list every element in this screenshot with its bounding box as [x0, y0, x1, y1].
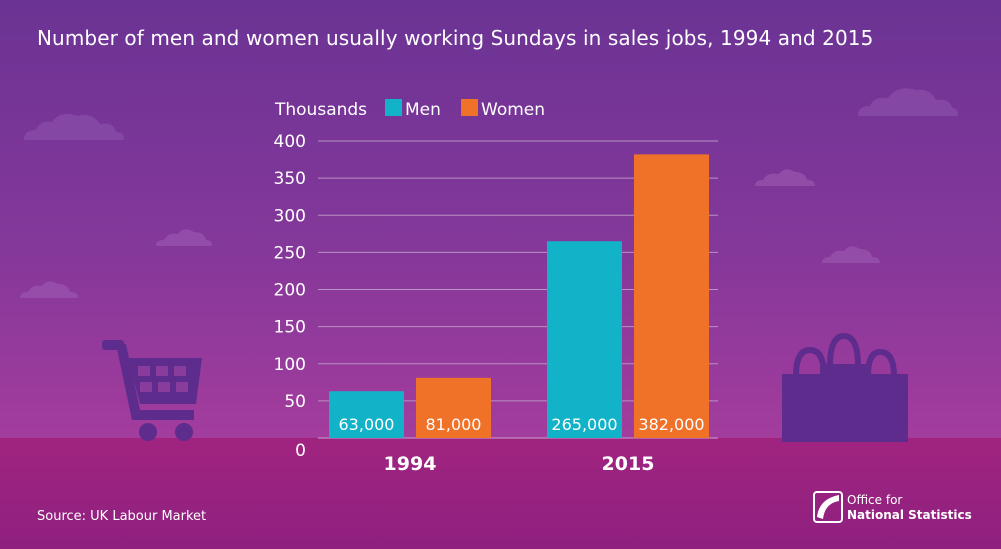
logo-line-1: Office for	[847, 493, 903, 507]
floor-band	[0, 438, 1001, 549]
y-tick-label: 150	[274, 318, 306, 338]
source-note: Source: UK Labour Market	[37, 509, 207, 524]
y-axis-label: Thousands	[274, 100, 367, 120]
y-tick-label: 0	[295, 441, 306, 461]
y-tick-label: 200	[274, 281, 306, 301]
chart-title: Number of men and women usually working …	[37, 26, 874, 50]
legend-label-men: Men	[405, 100, 441, 120]
bar-women-2015	[634, 154, 709, 439]
y-tick-label: 50	[284, 392, 306, 412]
data-label: 63,000	[339, 415, 395, 434]
legend-swatch-women	[461, 99, 478, 116]
cloud-icon	[24, 114, 124, 140]
y-tick-label: 400	[274, 132, 306, 152]
bar-women-1994	[416, 377, 491, 438]
x-tick-label: 1994	[384, 453, 437, 475]
ons-logo-icon	[813, 491, 843, 523]
logo-line-2: National Statistics	[847, 508, 972, 522]
cloud-icon	[20, 281, 78, 298]
data-label: 81,000	[426, 415, 482, 434]
legend-swatch-men	[385, 99, 402, 116]
bar-men-1994	[329, 391, 404, 438]
x-tick-label: 2015	[602, 453, 655, 475]
cloud-icon	[858, 88, 958, 116]
data-label: 382,000	[638, 415, 704, 434]
cloud-icon	[822, 246, 880, 263]
data-label: 265,000	[551, 415, 617, 434]
y-tick-label: 250	[274, 243, 306, 263]
shopping-cart-icon	[102, 340, 202, 441]
shopping-bags-icon	[782, 332, 908, 442]
cloud-icon	[755, 169, 815, 186]
ons-logo: Office for National Statistics	[813, 491, 973, 527]
bar-men-2015	[547, 241, 622, 438]
y-tick-label: 100	[274, 355, 306, 375]
y-tick-label: 300	[274, 206, 306, 226]
y-tick-label: 350	[274, 169, 306, 189]
legend-label-women: Women	[481, 100, 545, 120]
cloud-icon	[156, 229, 212, 246]
